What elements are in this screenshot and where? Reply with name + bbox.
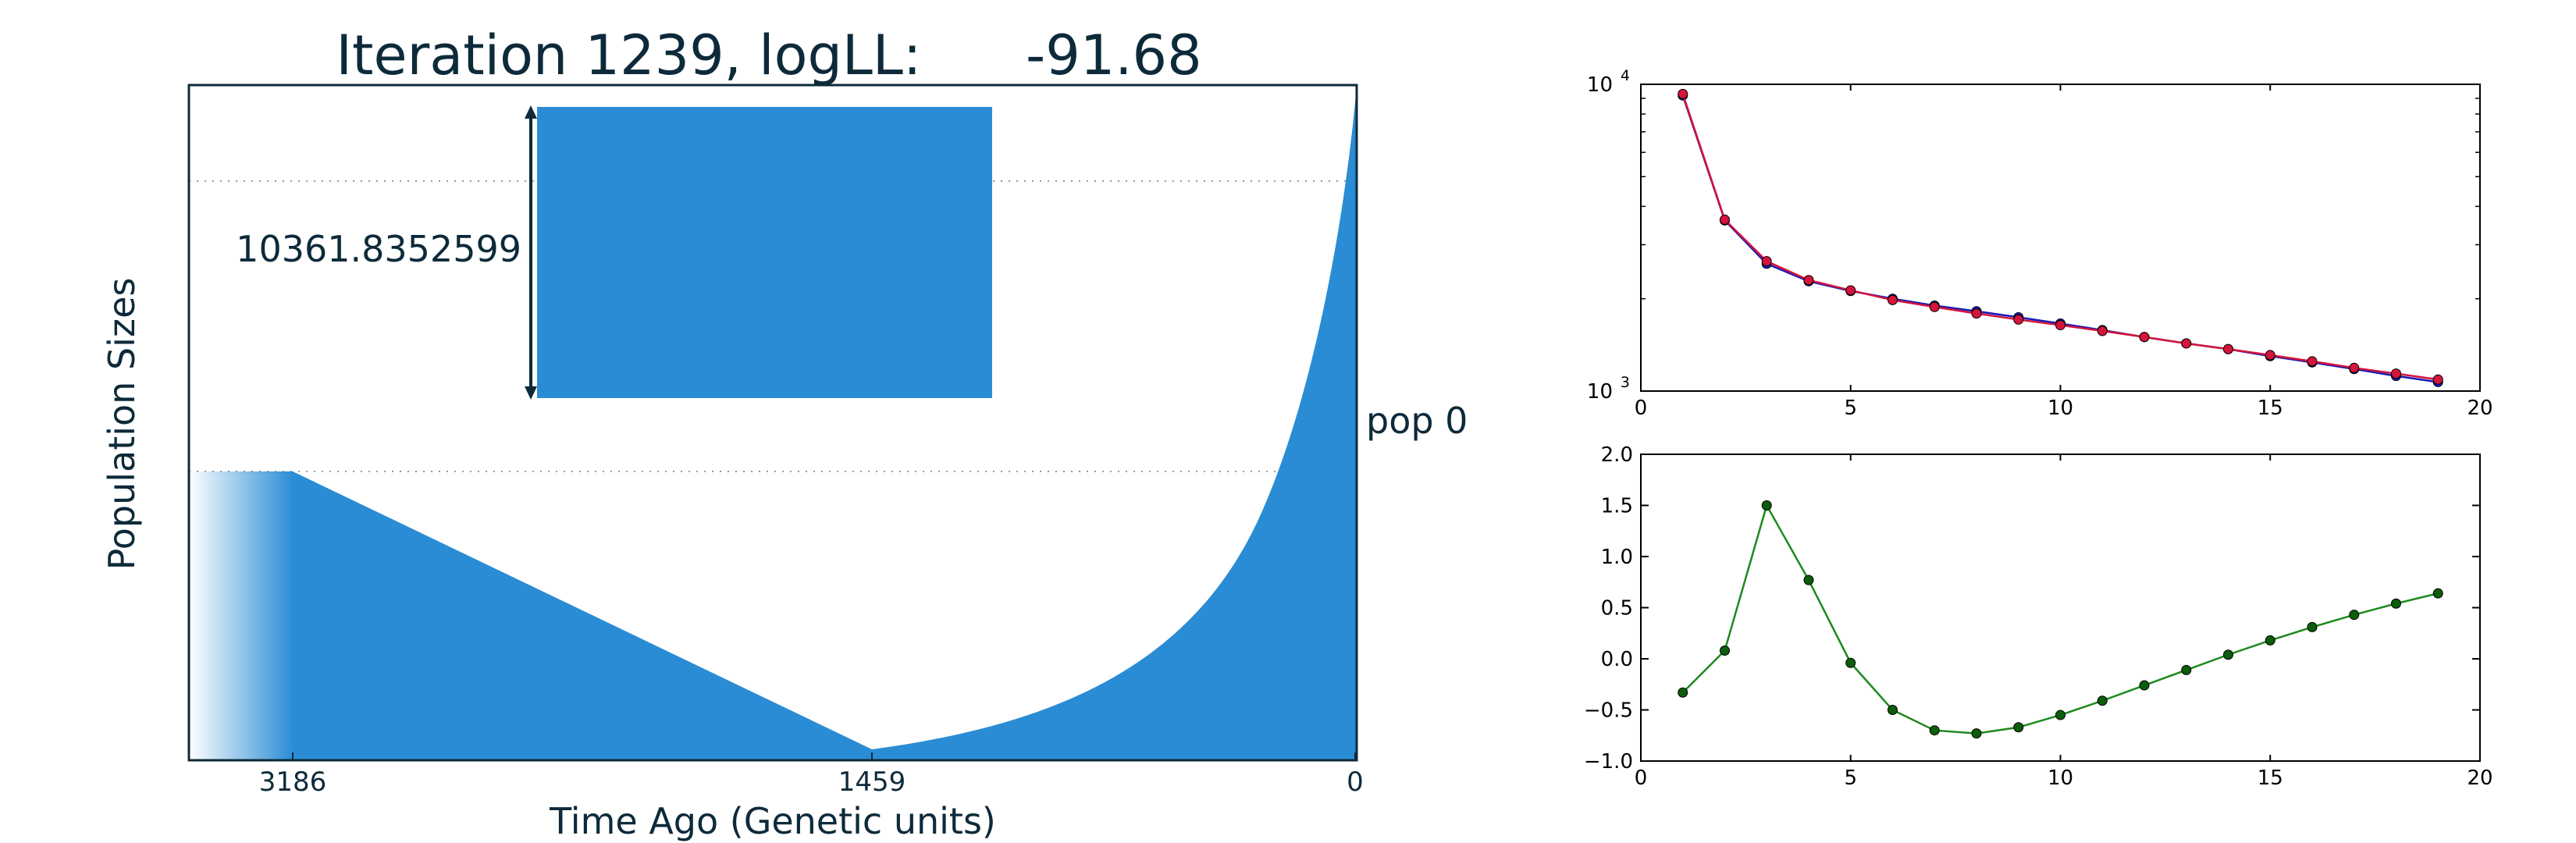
data-point bbox=[1761, 500, 1772, 510]
y-tick-label: 0.0 bbox=[1601, 648, 1633, 671]
y-tick-exponent: 4 bbox=[1621, 67, 1630, 84]
top-panel-frame bbox=[1640, 84, 2481, 392]
data-point bbox=[1720, 214, 1730, 225]
data-point bbox=[2055, 710, 2065, 720]
data-point bbox=[2349, 362, 2360, 373]
x-tick-label: 0 bbox=[1347, 767, 1364, 798]
demography-frame bbox=[187, 84, 1358, 762]
data-point bbox=[1803, 275, 1814, 286]
x-tick-label: 5 bbox=[1844, 397, 1857, 420]
data-point bbox=[1720, 646, 1730, 656]
data-point bbox=[1888, 705, 1898, 715]
chart-title: Iteration 1239, logLL: -91.68 bbox=[336, 23, 1201, 87]
data-point bbox=[2097, 325, 2108, 336]
y-tick-label: 1.0 bbox=[1601, 546, 1633, 569]
series-line-series_red bbox=[1681, 93, 2439, 381]
data-point bbox=[2307, 356, 2318, 367]
scale-bar-label: 10361.8352599 bbox=[236, 228, 521, 270]
data-point bbox=[2307, 621, 2318, 632]
y-tick-label: 0.5 bbox=[1601, 597, 1633, 621]
data-point bbox=[1845, 657, 1856, 668]
y-tick-exponent: 3 bbox=[1621, 374, 1630, 391]
series-line-series_blue bbox=[1681, 94, 2439, 383]
data-point bbox=[2181, 664, 2192, 675]
series-line-green bbox=[1681, 503, 2439, 735]
y-tick-label: 10 bbox=[1587, 73, 1613, 97]
data-point bbox=[2432, 374, 2443, 385]
x-tick-label: 1459 bbox=[838, 767, 906, 798]
data-point bbox=[2181, 338, 2192, 349]
x-tick-label: 15 bbox=[2258, 767, 2283, 790]
x-tick-label: 15 bbox=[2258, 397, 2283, 420]
data-point bbox=[2139, 332, 2150, 343]
data-point bbox=[2223, 343, 2233, 354]
data-point bbox=[2013, 314, 2024, 325]
x-tick-label: 10 bbox=[2048, 767, 2073, 790]
y-tick-label: 10 bbox=[1587, 380, 1613, 404]
x-tick-label: 20 bbox=[2467, 397, 2492, 420]
y-tick-label: 1.5 bbox=[1601, 495, 1633, 518]
data-point bbox=[1678, 687, 1688, 698]
data-point bbox=[2391, 368, 2401, 379]
x-tick-label: 0 bbox=[1635, 767, 1648, 790]
population-size-panel: 0 5 10 15 20 10 3 10 4 bbox=[1587, 67, 2493, 420]
population-label: pop 0 bbox=[1366, 400, 1468, 442]
scale-arrow-up bbox=[525, 105, 537, 119]
data-point bbox=[1929, 725, 1940, 736]
x-tick-label: 20 bbox=[2467, 767, 2492, 790]
data-point bbox=[1803, 574, 1814, 585]
data-point bbox=[2097, 695, 2108, 706]
y-tick-label: −1.0 bbox=[1584, 750, 1633, 774]
y-tick-label: −0.5 bbox=[1584, 699, 1633, 723]
data-point bbox=[1678, 88, 1688, 99]
x-tick-label: 0 bbox=[1635, 397, 1648, 420]
data-point bbox=[2265, 350, 2275, 361]
scale-arrow-down bbox=[525, 386, 537, 400]
x-tick-label: 5 bbox=[1844, 767, 1857, 790]
data-point bbox=[2013, 722, 2024, 733]
data-point bbox=[2055, 320, 2065, 331]
data-point bbox=[2223, 649, 2233, 660]
scale-bar bbox=[537, 107, 992, 398]
data-point bbox=[1888, 294, 1898, 305]
data-point bbox=[1761, 256, 1772, 267]
data-point bbox=[2391, 598, 2401, 609]
x-tick-label: 10 bbox=[2048, 397, 2073, 420]
data-point bbox=[1929, 301, 1940, 312]
data-point bbox=[2265, 635, 2275, 646]
data-point bbox=[1971, 728, 1982, 739]
data-point bbox=[1971, 308, 1982, 319]
data-point bbox=[1845, 285, 1856, 296]
x-axis-label: Time Ago (Genetic units) bbox=[549, 800, 996, 842]
population-shape bbox=[293, 86, 1357, 760]
data-point bbox=[2139, 680, 2150, 691]
data-point bbox=[2432, 588, 2443, 599]
y-tick-label: 2.0 bbox=[1601, 443, 1633, 467]
x-tick-label: 3186 bbox=[259, 767, 327, 798]
data-point bbox=[2349, 610, 2360, 621]
log-ratio-panel: 0 5 10 15 20 −1.0 −0.5 0.0 0.5 1.0 1.5 2.0 bbox=[1584, 443, 2493, 790]
y-axis-label: Population Sizes bbox=[101, 278, 143, 571]
population-fade bbox=[189, 471, 294, 760]
demography-panel: Iteration 1239, logLL: -91.68 10361.8352… bbox=[101, 23, 1468, 842]
